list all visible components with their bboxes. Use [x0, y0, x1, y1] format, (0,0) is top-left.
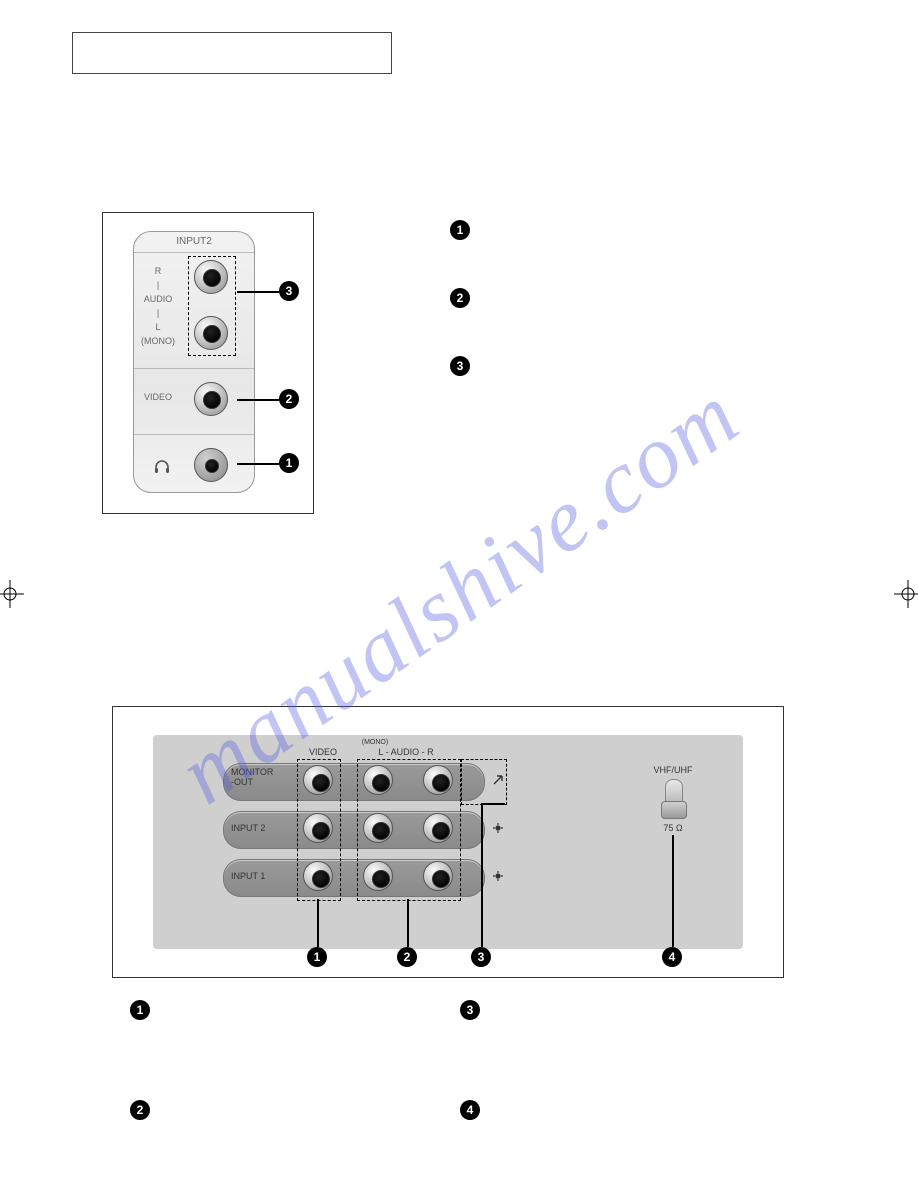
leader-line — [481, 803, 505, 805]
side-bullet-column: 1 2 3 — [450, 220, 470, 424]
row-label-monitor: MONITOR -OUT — [231, 767, 291, 787]
callout-3: 3 — [279, 281, 299, 301]
callout-2: 2 — [279, 389, 299, 409]
row-label-input2: INPUT 2 — [231, 823, 291, 833]
headphone-jack — [194, 448, 228, 482]
col-header-audio: L - AUDIO - R — [351, 747, 461, 757]
rear-callout-4: 4 — [662, 947, 682, 967]
rear-callout-1: 1 — [307, 947, 327, 967]
bottom-bullet-3: 3 — [460, 1000, 480, 1020]
leader-line — [237, 463, 279, 465]
bullet-3: 3 — [450, 356, 470, 376]
row-label-input1: INPUT 1 — [231, 871, 291, 881]
rear-panel-diagram: VIDEO (MONO) L - AUDIO - R MONITOR -OUT … — [112, 706, 784, 978]
label-audio: AUDIO — [140, 294, 176, 304]
coax-label-bottom: 75 Ω — [645, 823, 701, 833]
leader-line — [672, 835, 674, 947]
crop-mark-left — [0, 580, 24, 608]
audio-group-outline — [357, 759, 461, 901]
leader-line — [317, 899, 319, 947]
bottom-bullet-4: 4 — [460, 1100, 480, 1120]
rear-callout-3: 3 — [471, 947, 491, 967]
monitor-out-group-outline — [461, 759, 507, 805]
label-bar: | — [140, 308, 176, 318]
video-group-outline — [297, 759, 341, 901]
label-video: VIDEO — [140, 392, 176, 402]
bottom-bullet-1: 1 — [130, 1000, 150, 1020]
label-r: R — [140, 266, 176, 276]
page: manualshive.com INPUT2 R | AUDIO | L (MO… — [0, 0, 918, 1188]
divider — [134, 252, 254, 253]
divider — [134, 434, 254, 435]
headphone-icon — [154, 459, 170, 475]
bottom-bullet-grid: 1 3 2 4 — [130, 1000, 790, 1158]
crop-mark-right — [894, 580, 918, 608]
in-arrow-icon — [491, 869, 505, 888]
leader-line — [481, 803, 483, 947]
rear-callout-2: 2 — [397, 947, 417, 967]
leader-line — [407, 899, 409, 947]
label-bar: | — [140, 280, 176, 290]
divider — [134, 368, 254, 369]
side-panel-diagram: INPUT2 R | AUDIO | L (MONO) VIDEO — [102, 212, 314, 514]
label-l: L — [140, 322, 176, 332]
coax-connector — [661, 779, 685, 819]
callout-1: 1 — [279, 453, 299, 473]
bullet-2: 2 — [450, 288, 470, 308]
col-header-video: VIDEO — [301, 747, 345, 757]
leader-line — [237, 399, 279, 401]
leader-line — [237, 291, 279, 293]
section-title-box — [72, 32, 392, 74]
bottom-bullet-2: 2 — [130, 1100, 150, 1120]
audio-group-outline — [188, 256, 236, 356]
side-panel-plate: INPUT2 R | AUDIO | L (MONO) VIDEO — [133, 231, 255, 493]
in-arrow-icon — [491, 821, 505, 840]
col-header-mono: (MONO) — [355, 739, 395, 746]
bullet-1: 1 — [450, 220, 470, 240]
coax-label-top: VHF/UHF — [643, 765, 703, 775]
video-jack — [194, 382, 228, 416]
side-panel-header: INPUT2 — [134, 236, 254, 247]
label-mono: (MONO) — [136, 336, 180, 346]
